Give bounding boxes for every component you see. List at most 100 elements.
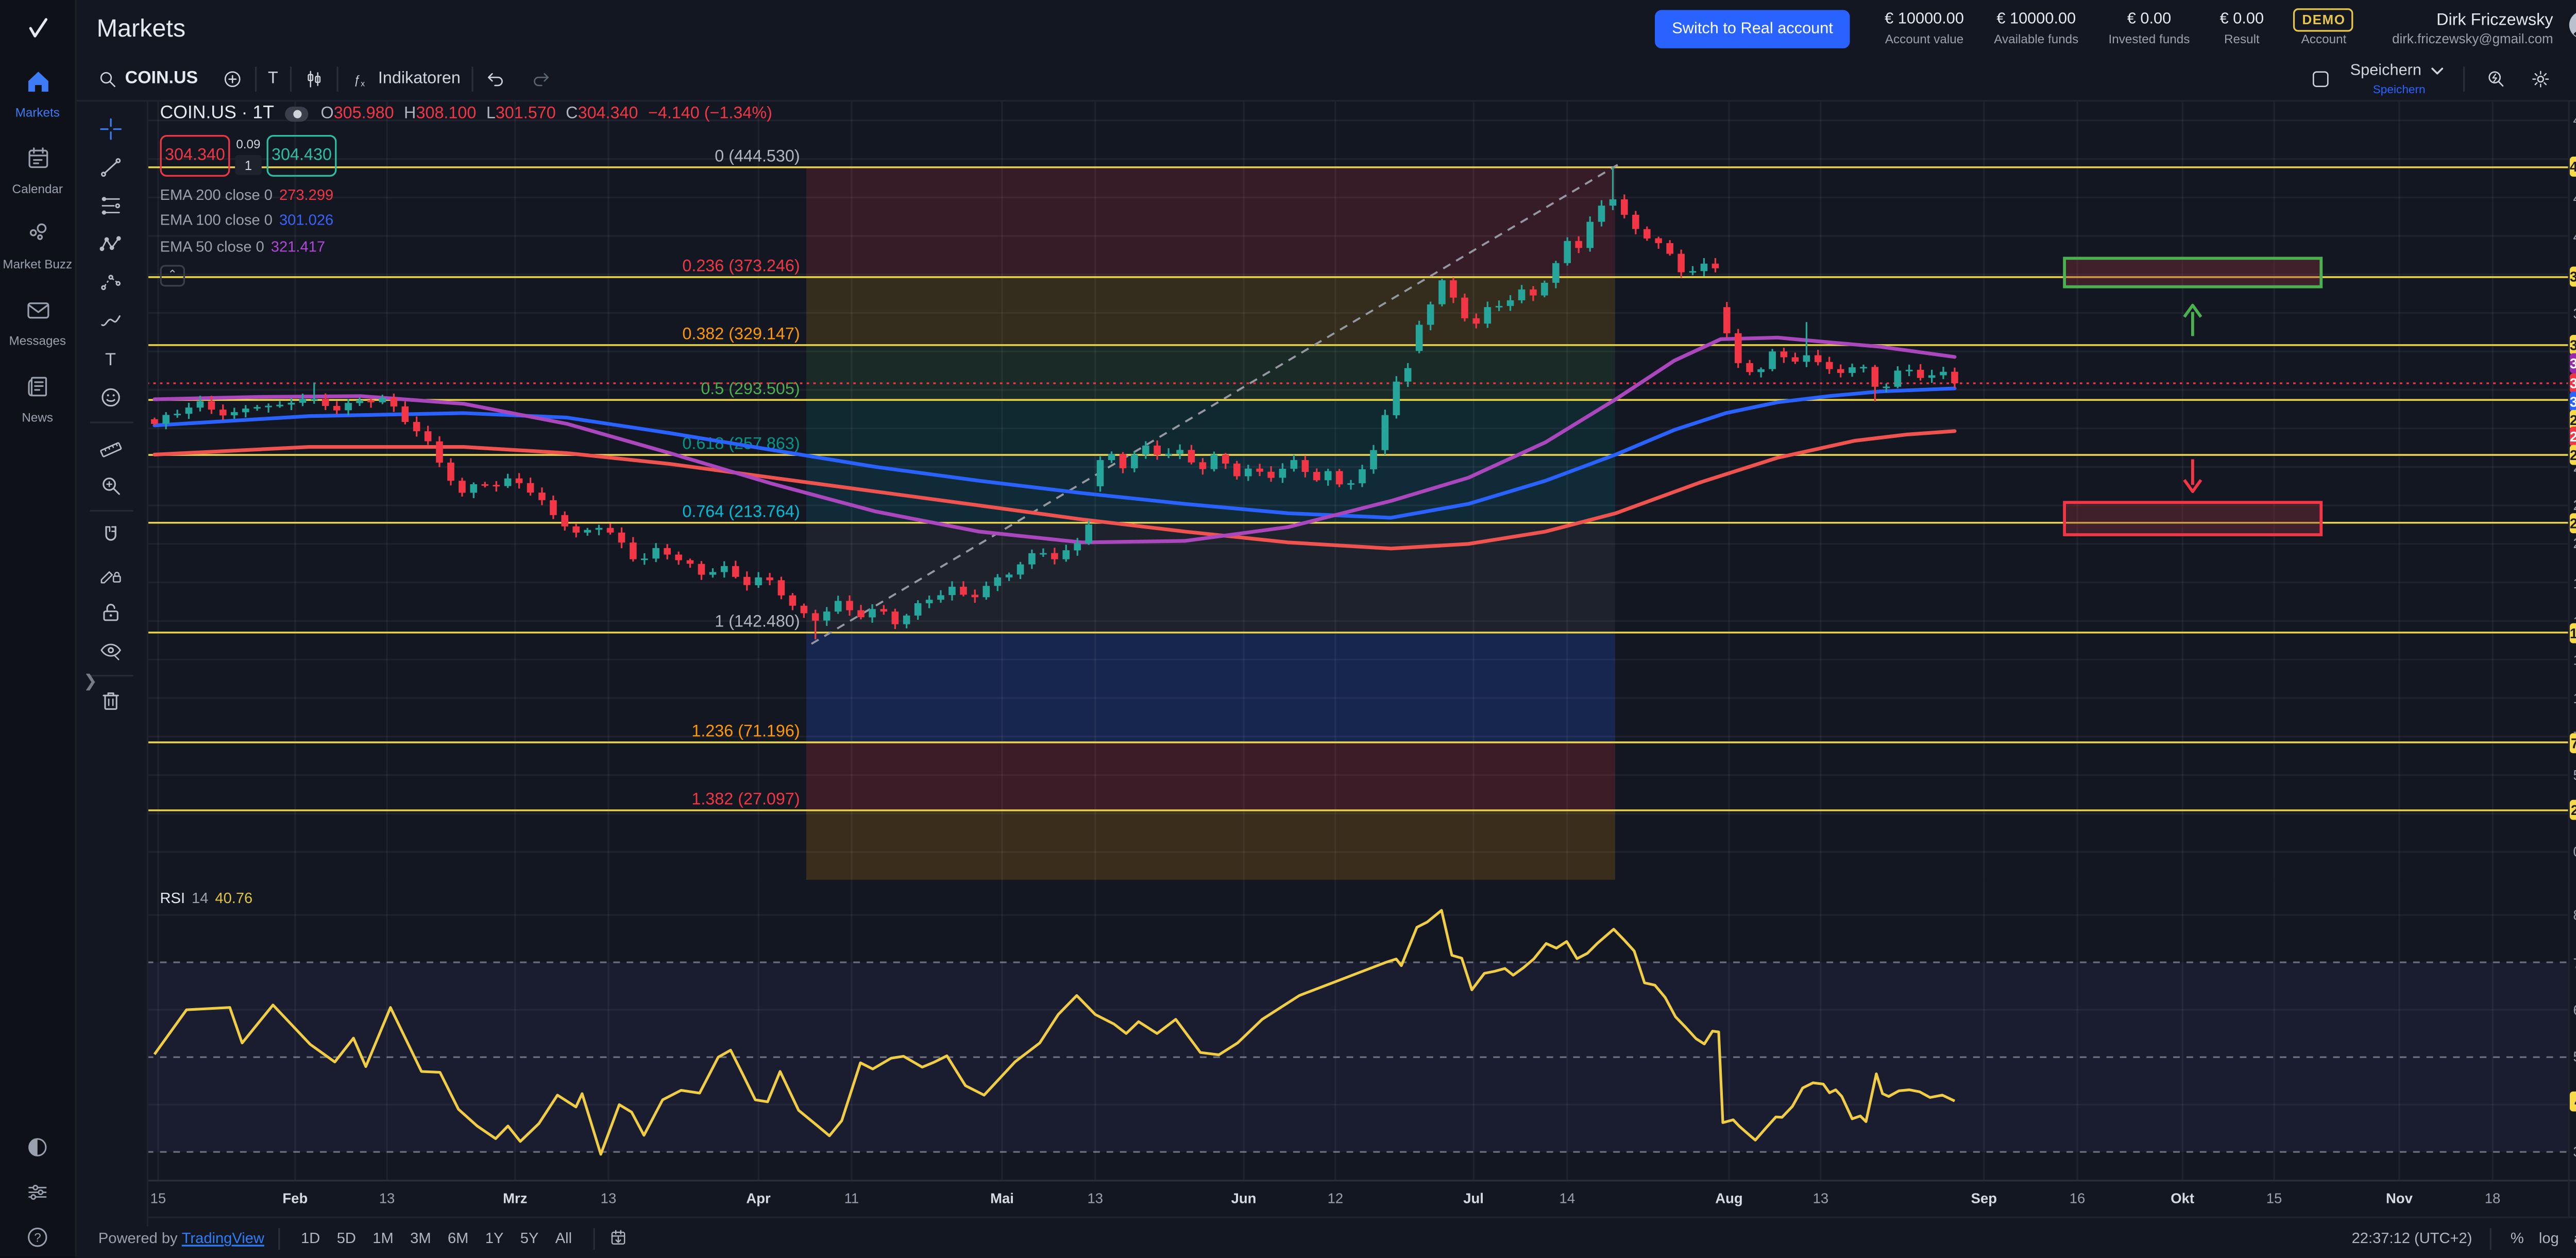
time-axis[interactable]: 15 Feb 13 Mrz 13 Apr 11 Mai 13 Jun 12 Jul 14 Aug 13 Sep… (146, 1180, 2568, 1218)
ema200-legend[interactable]: EMA 200 close 0 273.299 (160, 185, 334, 203)
measure-tool[interactable] (89, 428, 132, 466)
time-label: 16 (2069, 1189, 2086, 1206)
range-5y[interactable]: 5Y (520, 1230, 539, 1247)
tradingview-link[interactable]: TradingView (181, 1230, 264, 1247)
price-axis[interactable]: 0.00025.00050.00075.000100.000125.000150… (2568, 100, 2576, 880)
range-1d[interactable]: 1D (301, 1230, 320, 1247)
lot-size[interactable]: 1 (235, 155, 262, 175)
lock-drawings-tool[interactable] (89, 593, 132, 632)
auto-scale-button[interactable]: auto (2574, 1230, 2576, 1246)
trendline-tool[interactable] (89, 148, 132, 186)
price-tick: 125.000 (2570, 651, 2576, 668)
theme-toggle-icon[interactable] (25, 1135, 50, 1160)
legend-symbol[interactable]: COIN.US · 1T (160, 103, 274, 124)
preferences-sliders-icon[interactable] (25, 1180, 50, 1205)
ema50-legend[interactable]: EMA 50 close 0 321.417 (160, 237, 326, 254)
fib-icon (98, 193, 124, 218)
xabcd-icon (98, 232, 124, 257)
gear-icon (2530, 67, 2551, 89)
undo-button[interactable] (474, 57, 519, 100)
user-email: dirk.friczewsky@gmail.com (2392, 30, 2553, 46)
percent-scale-button[interactable]: % (2510, 1230, 2524, 1247)
range-1y[interactable]: 1Y (485, 1230, 504, 1247)
goto-date-icon (608, 1228, 629, 1248)
save-sublink[interactable]: Speichern (2372, 84, 2426, 96)
price-tick: 425.000 (2570, 189, 2576, 206)
switch-to-real-account-button[interactable]: Switch to Real account (1655, 9, 1850, 48)
ema100-legend[interactable]: EMA 100 close 0 301.026 (160, 211, 334, 229)
emoji-tool[interactable] (89, 378, 132, 416)
brush-tool[interactable] (89, 301, 132, 339)
sidebar-item-calendar[interactable]: Calendar (0, 133, 75, 209)
price-chart-canvas[interactable]: 0 (444.530) 0.236 (373.246) 0.382 (329.147… (146, 100, 2568, 880)
avatar[interactable] (2566, 8, 2576, 49)
legend-collapse-button[interactable]: ⌃ (160, 264, 185, 286)
range-3m[interactable]: 3M (410, 1230, 431, 1247)
log-scale-button[interactable]: log (2538, 1230, 2559, 1247)
rsi-axis[interactable]: 80.0070.0060.0050.0040.0030.0040.76 (2568, 879, 2576, 1180)
svg-text:ƒ: ƒ (353, 72, 360, 86)
brush-icon (98, 308, 124, 333)
remove-drawings-tool[interactable] (89, 682, 132, 720)
go-to-date-button[interactable] (608, 1228, 629, 1248)
crosshair-tool[interactable] (89, 110, 132, 148)
undo-icon (485, 67, 507, 89)
redo-button[interactable] (519, 57, 564, 100)
sidebar-item-market-buzz[interactable]: Market Buzz (0, 209, 75, 285)
user-info[interactable]: Dirk Friczewsky dirk.friczewsky@gmail.co… (2392, 11, 2553, 46)
chart-settings-button[interactable] (2518, 67, 2563, 89)
svg-text:0.764 (213.764): 0.764 (213.764) (682, 502, 800, 520)
magnet-tool[interactable] (89, 517, 132, 555)
range-6m[interactable]: 6M (447, 1230, 469, 1247)
range-5d[interactable]: 5D (336, 1230, 356, 1247)
layout-button[interactable] (2298, 67, 2343, 89)
range-1m[interactable]: 1M (372, 1230, 394, 1247)
stay-in-drawing-mode-tool[interactable] (89, 555, 132, 593)
fib-retracement-tool[interactable] (89, 186, 132, 225)
pattern-tool[interactable] (89, 225, 132, 263)
envelope-icon (24, 296, 51, 331)
price-label: 71.196 (2569, 732, 2576, 753)
rsi-value-label: 40.76 (2569, 1091, 2576, 1111)
chart-style-button[interactable] (292, 57, 336, 100)
buy-button[interactable]: 304.430 (266, 135, 337, 177)
bottom-toolbar: Powered by TradingView 1D 5D 1M 3M 6M 1Y 5Y All… (75, 1216, 2576, 1258)
zoom-in-tool[interactable] (89, 467, 132, 505)
sidebar-item-messages[interactable]: Messages (0, 285, 75, 361)
text-tool[interactable]: T (89, 340, 132, 378)
rsi-legend[interactable]: RSI 14 40.76 (160, 890, 253, 907)
time-label: Mai (990, 1189, 1014, 1206)
symbol-search-button[interactable]: COIN.US (85, 57, 210, 100)
time-label: 13 (1812, 1189, 1829, 1206)
sidebar-item-news[interactable]: News (0, 361, 75, 437)
range-all[interactable]: All (555, 1230, 572, 1247)
rsi-chart-canvas[interactable] (146, 879, 2568, 1180)
quick-search-button[interactable] (2473, 67, 2518, 89)
snapshot-button[interactable] (2563, 67, 2576, 89)
compare-add-button[interactable] (210, 57, 255, 100)
sell-button[interactable]: 304.340 (160, 135, 230, 177)
sidebar-item-markets[interactable]: Markets (0, 57, 75, 133)
stat-account-value: € 10000.00 Account value (1885, 10, 1964, 47)
legend-visibility-toggle[interactable] (285, 106, 309, 121)
price-label: 27.097 (2569, 800, 2576, 821)
watchlist-expand-arrow[interactable]: ❯ (83, 673, 97, 692)
prediction-tool[interactable] (89, 263, 132, 301)
app-logo[interactable] (0, 0, 75, 57)
save-menu[interactable]: Speichern Speichern (2344, 60, 2455, 96)
rsi-tick: 50.00 (2570, 1049, 2576, 1065)
symbol-name: COIN.US (125, 68, 198, 89)
spread-lot[interactable]: 0.09 1 (230, 137, 266, 175)
svg-text:0.382 (329.147): 0.382 (329.147) (682, 325, 800, 343)
price-tick: 250.000 (2570, 458, 2576, 475)
help-icon[interactable]: ? (25, 1225, 50, 1250)
time-axis-settings[interactable] (2568, 1180, 2576, 1218)
price-label: 213.764 (2569, 513, 2576, 533)
clock[interactable]: 22:37:12 (UTC+2) (2351, 1230, 2472, 1247)
trendline-icon (98, 155, 124, 180)
hide-drawings-tool[interactable] (89, 632, 132, 670)
interval-button[interactable]: T (268, 69, 278, 88)
demo-badge: DEMO (2294, 7, 2354, 31)
